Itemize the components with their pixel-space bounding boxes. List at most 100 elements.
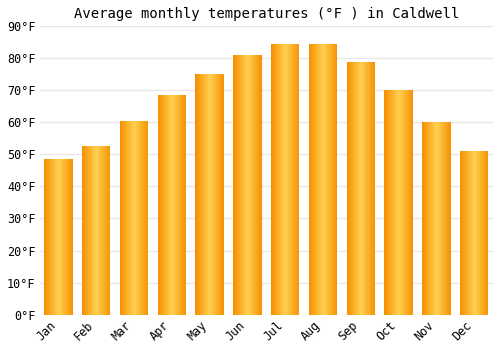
Bar bbox=[96, 146, 97, 315]
Bar bbox=[326, 44, 328, 315]
Bar bbox=[259, 55, 260, 315]
Bar bbox=[241, 55, 242, 315]
Bar bbox=[385, 90, 386, 315]
Bar bbox=[407, 90, 408, 315]
Bar bbox=[312, 44, 313, 315]
Bar bbox=[465, 151, 466, 315]
Bar bbox=[448, 122, 449, 315]
Bar bbox=[487, 151, 488, 315]
Bar bbox=[468, 151, 469, 315]
Bar bbox=[182, 95, 183, 315]
Bar bbox=[244, 55, 246, 315]
Bar bbox=[350, 62, 351, 315]
Bar bbox=[251, 55, 252, 315]
Bar bbox=[222, 74, 223, 315]
Bar bbox=[174, 95, 176, 315]
Bar bbox=[240, 55, 241, 315]
Bar bbox=[294, 44, 295, 315]
Bar bbox=[391, 90, 392, 315]
Bar bbox=[443, 122, 444, 315]
Bar bbox=[467, 151, 468, 315]
Bar bbox=[167, 95, 168, 315]
Bar bbox=[332, 44, 333, 315]
Bar bbox=[48, 159, 50, 315]
Bar bbox=[289, 44, 290, 315]
Bar bbox=[95, 146, 96, 315]
Bar bbox=[258, 55, 259, 315]
Bar bbox=[177, 95, 178, 315]
Bar bbox=[102, 146, 104, 315]
Bar bbox=[475, 151, 476, 315]
Bar bbox=[250, 55, 251, 315]
Bar bbox=[355, 62, 356, 315]
Bar bbox=[386, 90, 388, 315]
Bar bbox=[478, 151, 479, 315]
Bar bbox=[159, 95, 160, 315]
Bar bbox=[462, 151, 463, 315]
Bar bbox=[146, 121, 147, 315]
Bar bbox=[397, 90, 398, 315]
Bar bbox=[446, 122, 447, 315]
Bar bbox=[211, 74, 212, 315]
Bar bbox=[140, 121, 141, 315]
Bar bbox=[372, 62, 373, 315]
Bar bbox=[480, 151, 481, 315]
Bar bbox=[319, 44, 320, 315]
Bar bbox=[86, 146, 87, 315]
Bar bbox=[64, 159, 65, 315]
Bar bbox=[424, 122, 425, 315]
Bar bbox=[130, 121, 131, 315]
Bar bbox=[394, 90, 395, 315]
Bar bbox=[255, 55, 256, 315]
Bar bbox=[321, 44, 322, 315]
Bar bbox=[314, 44, 315, 315]
Bar bbox=[160, 95, 161, 315]
Bar bbox=[439, 122, 440, 315]
Bar bbox=[129, 121, 130, 315]
Bar bbox=[273, 44, 274, 315]
Bar bbox=[55, 159, 56, 315]
Bar bbox=[85, 146, 86, 315]
Bar bbox=[207, 74, 208, 315]
Bar bbox=[236, 55, 237, 315]
Bar bbox=[202, 74, 203, 315]
Bar bbox=[440, 122, 442, 315]
Bar bbox=[210, 74, 211, 315]
Bar bbox=[430, 122, 432, 315]
Bar bbox=[293, 44, 294, 315]
Bar bbox=[67, 159, 68, 315]
Bar bbox=[108, 146, 109, 315]
Bar bbox=[442, 122, 443, 315]
Bar bbox=[158, 95, 159, 315]
Bar bbox=[238, 55, 239, 315]
Bar bbox=[171, 95, 172, 315]
Bar bbox=[331, 44, 332, 315]
Bar bbox=[209, 74, 210, 315]
Bar bbox=[168, 95, 169, 315]
Bar bbox=[214, 74, 216, 315]
Bar bbox=[97, 146, 98, 315]
Bar bbox=[374, 62, 375, 315]
Bar bbox=[336, 44, 337, 315]
Bar bbox=[315, 44, 316, 315]
Bar bbox=[219, 74, 220, 315]
Bar bbox=[125, 121, 126, 315]
Bar bbox=[220, 74, 221, 315]
Bar bbox=[392, 90, 393, 315]
Bar bbox=[481, 151, 482, 315]
Bar bbox=[434, 122, 435, 315]
Bar bbox=[425, 122, 426, 315]
Title: Average monthly temperatures (°F ) in Caldwell: Average monthly temperatures (°F ) in Ca… bbox=[74, 7, 459, 21]
Bar bbox=[104, 146, 105, 315]
Bar bbox=[180, 95, 181, 315]
Bar bbox=[482, 151, 484, 315]
Bar bbox=[218, 74, 219, 315]
Bar bbox=[316, 44, 318, 315]
Bar bbox=[352, 62, 353, 315]
Bar bbox=[283, 44, 284, 315]
Bar bbox=[84, 146, 85, 315]
Bar bbox=[107, 146, 108, 315]
Bar bbox=[384, 90, 385, 315]
Bar bbox=[349, 62, 350, 315]
Bar bbox=[286, 44, 288, 315]
